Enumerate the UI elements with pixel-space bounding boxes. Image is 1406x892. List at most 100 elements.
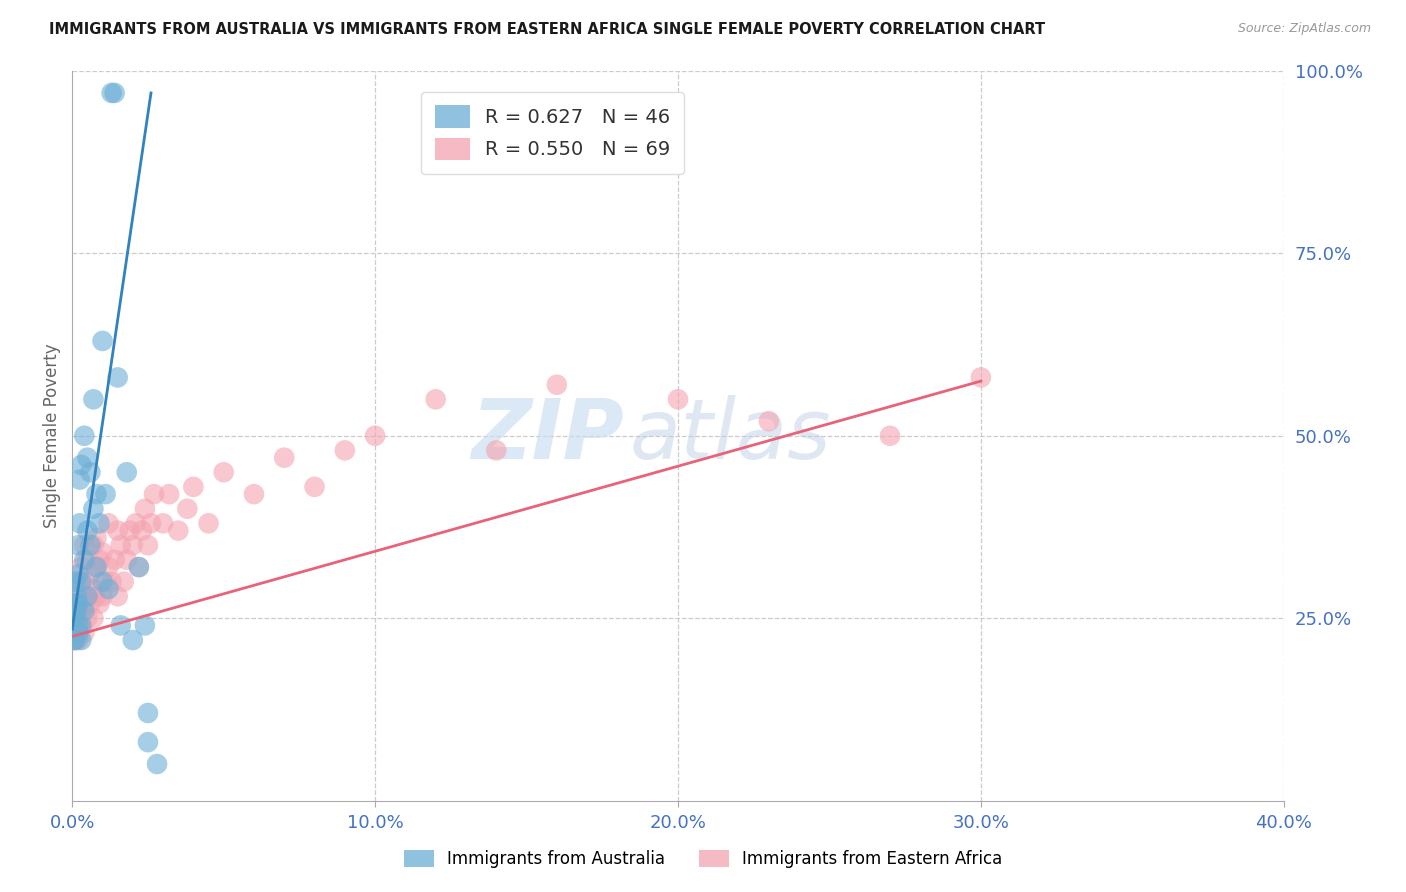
Point — [94, 487, 117, 501]
Point — [666, 392, 689, 407]
Point — [94, 574, 117, 589]
Point — [70, 574, 93, 589]
Point — [212, 465, 235, 479]
Legend: R = 0.627   N = 46, R = 0.550   N = 69: R = 0.627 N = 46, R = 0.550 N = 69 — [422, 92, 685, 174]
Point — [115, 465, 138, 479]
Point — [167, 524, 190, 538]
Point — [110, 538, 132, 552]
Point — [546, 377, 568, 392]
Point — [97, 560, 120, 574]
Point — [364, 429, 387, 443]
Point — [66, 589, 89, 603]
Point — [66, 604, 89, 618]
Point — [65, 611, 87, 625]
Point — [143, 487, 166, 501]
Point — [89, 597, 111, 611]
Point — [176, 501, 198, 516]
Point — [100, 574, 122, 589]
Point — [136, 735, 159, 749]
Point — [76, 450, 98, 465]
Point — [125, 516, 148, 531]
Point — [118, 524, 141, 538]
Point — [89, 553, 111, 567]
Point — [425, 392, 447, 407]
Point — [86, 560, 108, 574]
Point — [243, 487, 266, 501]
Point — [82, 392, 104, 407]
Point — [91, 545, 114, 559]
Point — [69, 516, 91, 531]
Point — [76, 589, 98, 603]
Point — [183, 480, 205, 494]
Point — [67, 597, 90, 611]
Point — [67, 611, 90, 625]
Point — [67, 597, 90, 611]
Point — [70, 618, 93, 632]
Point — [879, 429, 901, 443]
Point — [86, 531, 108, 545]
Point — [146, 757, 169, 772]
Point — [333, 443, 356, 458]
Text: ZIP: ZIP — [471, 395, 623, 476]
Point — [67, 574, 90, 589]
Point — [157, 487, 180, 501]
Point — [70, 633, 93, 648]
Point — [758, 414, 780, 428]
Point — [91, 574, 114, 589]
Point — [136, 706, 159, 720]
Point — [73, 429, 96, 443]
Point — [70, 604, 93, 618]
Point — [304, 480, 326, 494]
Point — [104, 553, 127, 567]
Point — [197, 516, 219, 531]
Point — [67, 538, 90, 552]
Point — [82, 501, 104, 516]
Point — [67, 567, 90, 582]
Point — [65, 633, 87, 648]
Point — [273, 450, 295, 465]
Point — [131, 524, 153, 538]
Point — [73, 597, 96, 611]
Legend: Immigrants from Australia, Immigrants from Eastern Africa: Immigrants from Australia, Immigrants fr… — [398, 843, 1008, 875]
Point — [82, 582, 104, 596]
Point — [79, 465, 101, 479]
Point — [89, 516, 111, 531]
Point — [107, 524, 129, 538]
Point — [91, 589, 114, 603]
Point — [134, 501, 156, 516]
Point — [73, 553, 96, 567]
Point — [73, 574, 96, 589]
Point — [65, 633, 87, 648]
Point — [115, 553, 138, 567]
Point — [104, 86, 127, 100]
Text: atlas: atlas — [630, 395, 831, 476]
Point — [70, 458, 93, 472]
Point — [128, 560, 150, 574]
Point — [97, 516, 120, 531]
Point — [73, 538, 96, 552]
Point — [70, 618, 93, 632]
Point — [121, 538, 143, 552]
Point — [970, 370, 993, 384]
Point — [65, 574, 87, 589]
Point — [485, 443, 508, 458]
Point — [67, 618, 90, 632]
Point — [67, 625, 90, 640]
Point — [110, 618, 132, 632]
Point — [86, 589, 108, 603]
Point — [121, 633, 143, 648]
Point — [86, 487, 108, 501]
Point — [76, 553, 98, 567]
Point — [67, 633, 90, 648]
Point — [67, 625, 90, 640]
Point — [97, 582, 120, 596]
Point — [82, 611, 104, 625]
Point — [112, 574, 135, 589]
Point — [76, 524, 98, 538]
Y-axis label: Single Female Poverty: Single Female Poverty — [44, 343, 60, 528]
Text: IMMIGRANTS FROM AUSTRALIA VS IMMIGRANTS FROM EASTERN AFRICA SINGLE FEMALE POVERT: IMMIGRANTS FROM AUSTRALIA VS IMMIGRANTS … — [49, 22, 1045, 37]
Point — [73, 604, 96, 618]
Point — [128, 560, 150, 574]
Point — [79, 597, 101, 611]
Point — [139, 516, 162, 531]
